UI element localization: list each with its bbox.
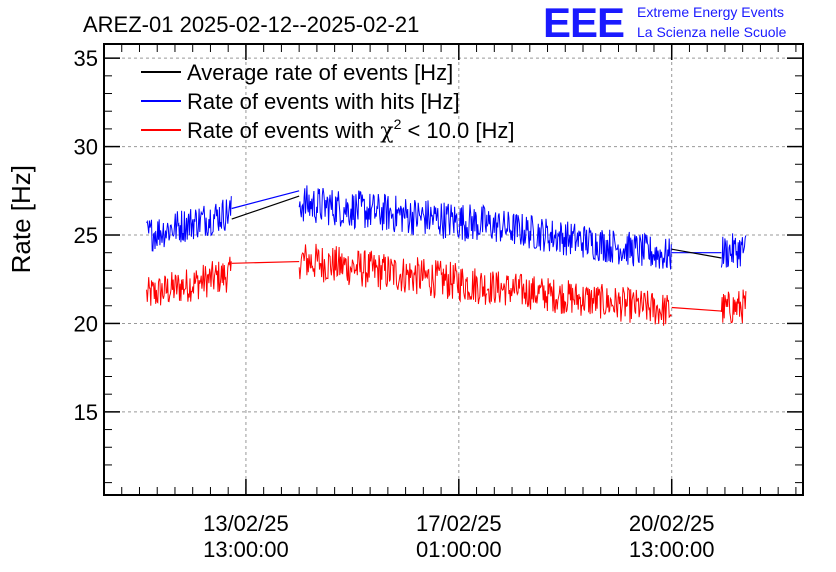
average-gap-line xyxy=(671,248,722,259)
y-tick-label: 20 xyxy=(74,311,98,336)
hits-gap-line xyxy=(231,190,300,210)
x-tick-label-time: 13:00:00 xyxy=(629,537,715,562)
chi2-rate-trace xyxy=(720,289,747,324)
chi2-rate-trace xyxy=(486,271,672,326)
x-tick-label-time: 01:00:00 xyxy=(416,537,502,562)
chi2-gap-line xyxy=(671,306,722,312)
x-tick-label-time: 13:00:00 xyxy=(203,537,289,562)
y-axis-label: Rate [Hz] xyxy=(6,165,36,273)
y-tick-label: 35 xyxy=(74,46,98,71)
y-tick-label: 25 xyxy=(74,223,98,248)
hits-rate-trace xyxy=(720,233,747,269)
logo-text-line-1: Extreme Energy Events xyxy=(637,4,785,20)
y-tick-label: 30 xyxy=(74,135,98,160)
legend: Average rate of events [Hz] Rate of event… xyxy=(141,60,514,144)
chi2-gap-line xyxy=(231,260,300,264)
average-gap-line xyxy=(231,195,300,220)
hits-rate-trace xyxy=(486,210,672,270)
x-tick-label-date: 20/02/25 xyxy=(629,511,715,536)
y-tick-label: 15 xyxy=(74,400,98,425)
hits-rate-trace xyxy=(146,196,232,252)
plot-frame xyxy=(103,43,804,496)
axes: 152025303513/02/2513:00:0017/02/2501:00:… xyxy=(74,44,803,562)
legend-entry-label: Rate of events with hits [Hz] xyxy=(187,89,460,114)
logo-text-line-2: La Scienza nelle Scuole xyxy=(637,24,787,40)
chi2-rate-trace xyxy=(298,243,488,305)
x-tick-label-date: 13/02/25 xyxy=(203,511,289,536)
legend-entry-label: Rate of events with χ2 < 10.0 [Hz] xyxy=(187,116,514,144)
legend-entry-label: Average rate of events [Hz] xyxy=(187,60,453,85)
chart-title: AREZ-01 2025-02-12--2025-02-21 xyxy=(83,12,419,37)
data-series xyxy=(146,185,747,326)
chi2-rate-trace xyxy=(146,256,232,306)
grid xyxy=(104,44,803,495)
hits-rate-trace xyxy=(298,185,488,242)
x-tick-label-date: 17/02/25 xyxy=(416,511,502,536)
eee-logo: EEE xyxy=(543,0,625,46)
